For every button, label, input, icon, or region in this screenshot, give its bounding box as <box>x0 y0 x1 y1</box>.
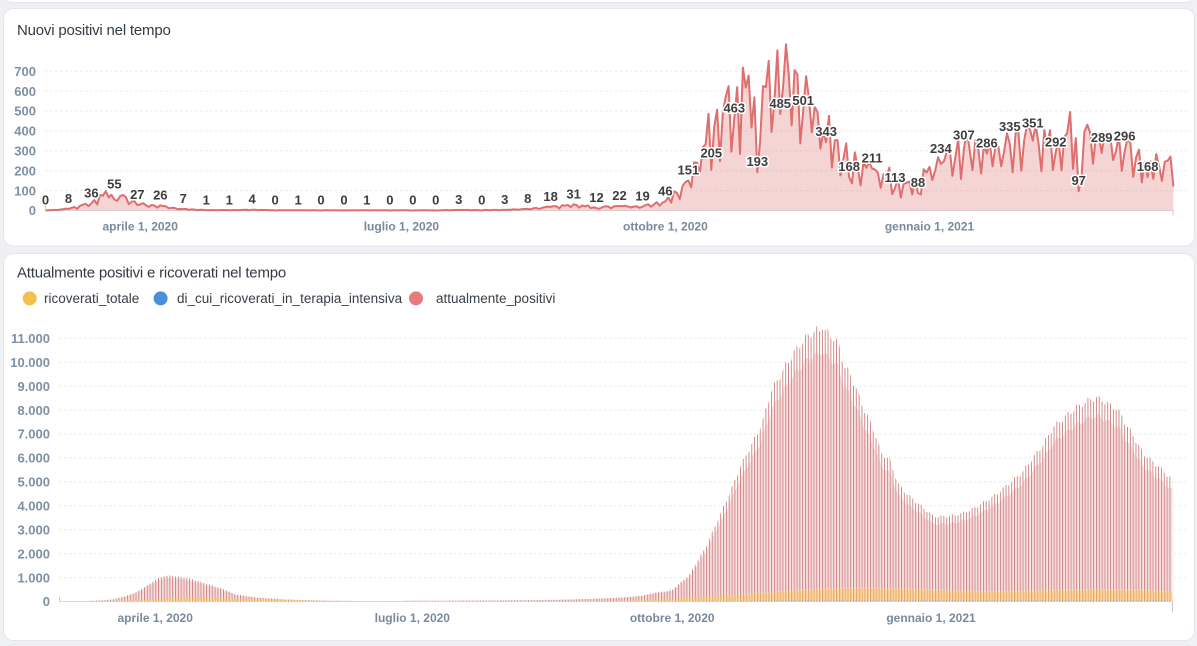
svg-text:Nuovi positivi nel tempo: Nuovi positivi nel tempo <box>17 22 171 39</box>
svg-text:97: 97 <box>1071 173 1085 188</box>
svg-text:di_cui_ricoverati_in_terapia_i: di_cui_ricoverati_in_terapia_intensiva <box>177 291 403 306</box>
svg-text:aprile 1, 2020: aprile 1, 2020 <box>118 611 194 625</box>
svg-text:attualmente_positivi: attualmente_positivi <box>436 291 555 306</box>
svg-text:ricoverati_totale: ricoverati_totale <box>44 291 139 306</box>
svg-text:19: 19 <box>635 189 649 204</box>
svg-text:400: 400 <box>14 124 36 139</box>
svg-text:ottobre 1, 2020: ottobre 1, 2020 <box>623 219 708 233</box>
svg-text:9.000: 9.000 <box>17 379 50 394</box>
svg-text:168: 168 <box>838 159 860 174</box>
svg-text:500: 500 <box>14 104 36 119</box>
svg-text:0: 0 <box>29 203 36 218</box>
svg-text:27: 27 <box>130 187 144 202</box>
svg-text:151: 151 <box>678 163 700 178</box>
svg-text:1.000: 1.000 <box>17 570 50 585</box>
svg-text:0: 0 <box>478 193 485 208</box>
svg-text:193: 193 <box>746 154 768 169</box>
svg-text:8: 8 <box>65 191 72 206</box>
svg-text:0: 0 <box>43 594 50 609</box>
svg-text:5.000: 5.000 <box>17 475 50 490</box>
svg-text:26: 26 <box>153 187 167 202</box>
svg-text:463: 463 <box>723 100 745 115</box>
svg-text:3: 3 <box>455 192 462 207</box>
svg-text:0: 0 <box>432 193 439 208</box>
svg-text:0: 0 <box>317 193 324 208</box>
svg-text:Attualmente positivi e ricover: Attualmente positivi e ricoverati nel te… <box>17 265 286 282</box>
svg-text:1: 1 <box>294 192 301 207</box>
svg-text:307: 307 <box>953 127 975 142</box>
svg-text:gennaio 1, 2021: gennaio 1, 2021 <box>885 219 975 233</box>
svg-text:1: 1 <box>203 192 210 207</box>
svg-text:485: 485 <box>769 96 791 111</box>
svg-text:46: 46 <box>658 183 672 198</box>
svg-text:gennaio 1, 2021: gennaio 1, 2021 <box>886 611 976 625</box>
svg-text:296: 296 <box>1114 129 1136 144</box>
svg-text:113: 113 <box>885 170 906 185</box>
svg-text:0: 0 <box>409 193 416 208</box>
svg-text:8: 8 <box>524 191 531 206</box>
svg-text:luglio 1, 2020: luglio 1, 2020 <box>375 611 451 625</box>
svg-text:10.000: 10.000 <box>10 355 50 370</box>
svg-text:6.000: 6.000 <box>17 451 50 466</box>
svg-text:88: 88 <box>911 175 925 190</box>
svg-text:4: 4 <box>248 192 256 207</box>
svg-text:0: 0 <box>271 193 278 208</box>
svg-text:234: 234 <box>930 141 952 156</box>
svg-text:12: 12 <box>589 190 603 205</box>
svg-text:3: 3 <box>501 192 508 207</box>
svg-text:18: 18 <box>543 189 557 204</box>
svg-text:ottobre 1, 2020: ottobre 1, 2020 <box>630 611 715 625</box>
svg-text:0: 0 <box>340 193 347 208</box>
svg-text:168: 168 <box>1137 159 1159 174</box>
svg-text:0: 0 <box>42 193 49 208</box>
svg-text:351: 351 <box>1022 116 1044 131</box>
svg-text:343: 343 <box>815 124 837 139</box>
svg-text:4.000: 4.000 <box>17 499 50 514</box>
svg-text:31: 31 <box>566 186 580 201</box>
svg-text:205: 205 <box>700 146 722 161</box>
svg-text:55: 55 <box>107 177 121 192</box>
svg-text:211: 211 <box>862 151 883 166</box>
svg-text:22: 22 <box>612 188 626 203</box>
svg-text:289: 289 <box>1091 130 1113 145</box>
svg-text:0: 0 <box>386 193 393 208</box>
svg-text:11.000: 11.000 <box>11 331 50 346</box>
svg-text:36: 36 <box>84 185 98 200</box>
svg-text:600: 600 <box>14 84 36 99</box>
svg-text:200: 200 <box>14 163 36 178</box>
svg-text:2.000: 2.000 <box>17 546 50 561</box>
svg-text:1: 1 <box>363 192 370 207</box>
svg-text:335: 335 <box>999 119 1021 134</box>
svg-text:7: 7 <box>180 191 187 206</box>
svg-text:286: 286 <box>976 136 998 151</box>
svg-text:292: 292 <box>1045 134 1067 149</box>
svg-text:3.000: 3.000 <box>17 522 50 537</box>
svg-text:300: 300 <box>14 144 36 159</box>
svg-text:501: 501 <box>792 93 814 108</box>
svg-text:1: 1 <box>226 192 233 207</box>
svg-text:100: 100 <box>14 183 36 198</box>
svg-text:8.000: 8.000 <box>17 403 50 418</box>
svg-text:luglio 1, 2020: luglio 1, 2020 <box>364 219 440 233</box>
svg-text:aprile 1, 2020: aprile 1, 2020 <box>103 219 179 233</box>
svg-text:700: 700 <box>14 64 36 79</box>
svg-text:7.000: 7.000 <box>17 427 50 442</box>
